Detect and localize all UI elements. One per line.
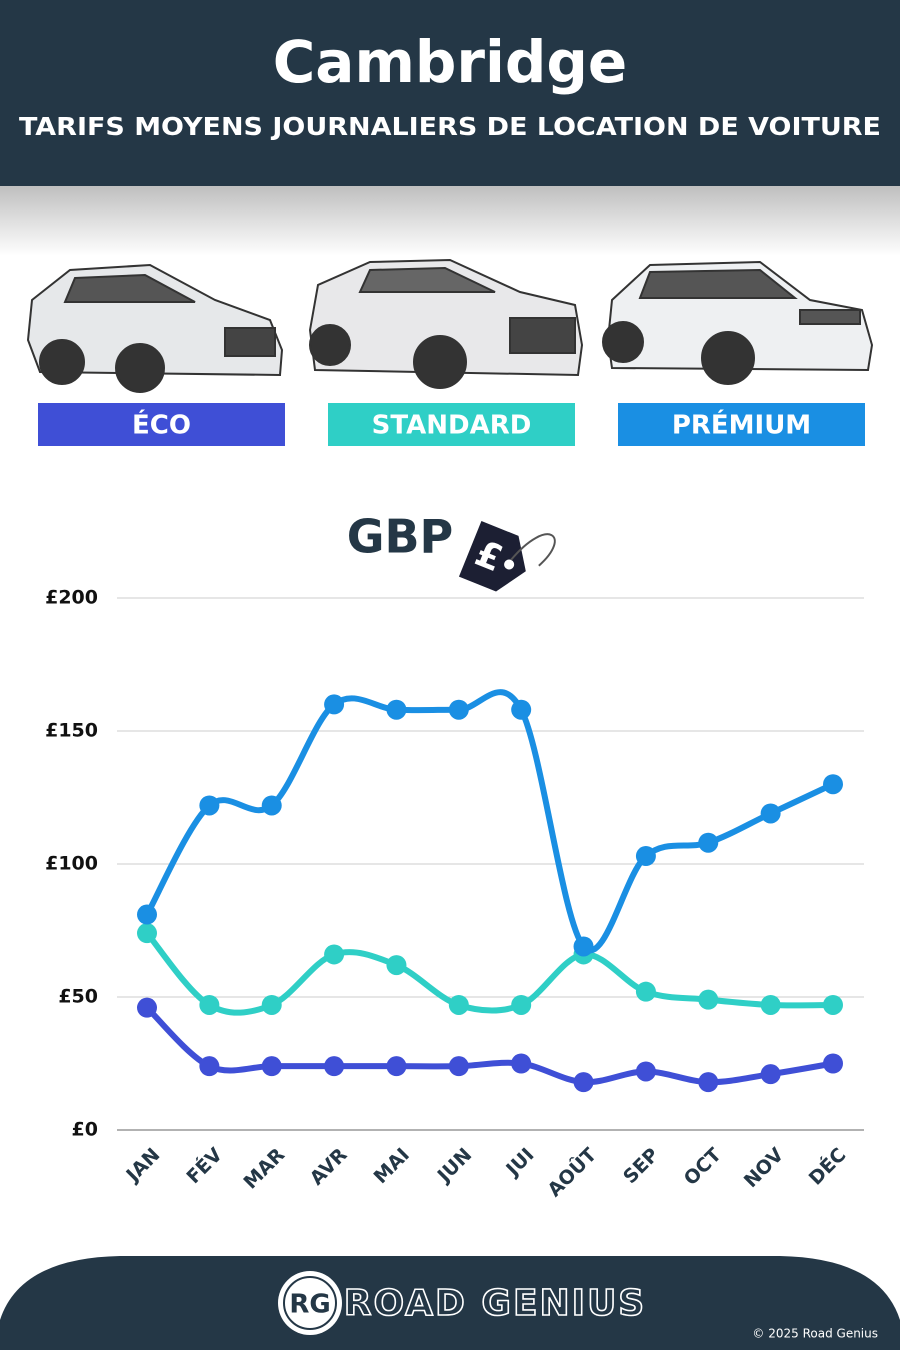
data-point (760, 803, 781, 824)
copyright: © 2025 Road Genius (752, 1327, 878, 1341)
footer-band (0, 1256, 900, 1350)
x-tick-label: NOV (740, 1144, 788, 1192)
car-eco (26, 263, 284, 393)
y-tick-label: £50 (58, 986, 98, 1008)
data-point (511, 994, 532, 1015)
data-point (199, 1056, 220, 1077)
data-point (448, 1056, 469, 1077)
data-point (635, 981, 656, 1002)
logo-ring (283, 1276, 337, 1330)
data-point (698, 989, 719, 1010)
legend-swatch (38, 403, 285, 446)
data-point (823, 994, 843, 1015)
y-tick-label: £200 (45, 587, 98, 609)
x-tick-label: JAN (121, 1144, 165, 1188)
header-band (0, 0, 900, 186)
data-point (137, 997, 157, 1018)
data-point (573, 936, 594, 957)
legend-label: STANDARD (372, 411, 532, 441)
y-tick-label: £150 (45, 720, 98, 742)
legend-label: ÉCO (132, 409, 191, 441)
data-point (698, 832, 719, 853)
data-point (635, 1061, 656, 1082)
x-tick-label: SEP (619, 1144, 663, 1188)
logo-circle (278, 1271, 342, 1335)
legend-swatch (328, 403, 575, 446)
series-line (144, 930, 836, 1016)
x-tick-label: JUI (501, 1144, 539, 1182)
data-point (511, 1053, 532, 1074)
car-premium (602, 260, 874, 385)
data-point (324, 1056, 345, 1077)
plot-area: £0 £50 £100 £150 £200 JAN FÉV MAR AVR MAI JUN JUI AO… (45, 587, 864, 1201)
data-point (386, 1056, 407, 1077)
x-tick-label: AVR (306, 1144, 352, 1190)
data-point (261, 1056, 282, 1077)
data-point (261, 994, 282, 1015)
x-tick-label: MAI (370, 1144, 414, 1188)
subtitle: TARIFS MOYENS JOURNALIERS DE LOCATION DE… (19, 112, 881, 141)
data-point (386, 699, 407, 720)
data-point (760, 1064, 781, 1085)
data-point (324, 944, 345, 965)
data-point (199, 795, 220, 816)
y-tick-label: £100 (45, 853, 98, 875)
x-tick-label: AOÛT (542, 1142, 601, 1201)
data-point (511, 699, 532, 720)
y-tick-label: £0 (72, 1119, 98, 1141)
price-tag-icon: £ (458, 520, 556, 592)
brand: ROAD GENIUS (344, 1283, 646, 1324)
header-shadow (0, 186, 900, 256)
data-point (137, 923, 157, 944)
data-point (448, 994, 469, 1015)
data-point (573, 1072, 594, 1093)
data-point (635, 846, 656, 867)
legend: ÉCO STANDARD PRÉMIUM (38, 403, 865, 446)
data-point (199, 994, 220, 1015)
title: Cambridge (273, 28, 628, 96)
data-point (823, 1053, 843, 1074)
x-tick-label: OCT (680, 1144, 726, 1190)
series-line (144, 1004, 836, 1086)
currency-label: GBP (347, 510, 454, 564)
data-point (261, 795, 282, 816)
x-tick-label: MAR (239, 1144, 289, 1194)
legend-swatch (618, 403, 865, 446)
x-tick-label: DÉC (804, 1143, 850, 1189)
data-point (698, 1072, 719, 1093)
legend-label: PRÉMIUM (672, 409, 811, 441)
car-standard (308, 258, 584, 389)
data-point (760, 994, 781, 1015)
logo: RG (289, 1290, 330, 1320)
x-tick-label: FÉV (182, 1143, 227, 1188)
data-point (823, 774, 843, 795)
data-point (324, 694, 345, 715)
data-point (448, 699, 469, 720)
data-point (386, 955, 407, 976)
data-point (137, 904, 157, 925)
x-tick-label: JUN (432, 1144, 476, 1188)
